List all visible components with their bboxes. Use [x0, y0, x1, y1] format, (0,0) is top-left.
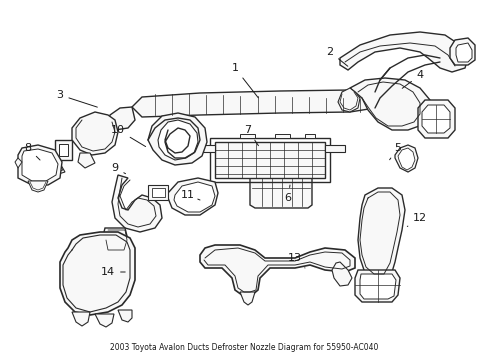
Polygon shape: [108, 107, 135, 130]
Polygon shape: [349, 78, 429, 130]
Circle shape: [78, 296, 86, 304]
Polygon shape: [240, 134, 254, 138]
Polygon shape: [394, 145, 417, 172]
Polygon shape: [258, 172, 280, 200]
Polygon shape: [72, 312, 90, 326]
Text: 13: 13: [287, 253, 305, 268]
Polygon shape: [397, 148, 414, 170]
Polygon shape: [60, 232, 135, 315]
Polygon shape: [18, 145, 62, 185]
Text: 2003 Toyota Avalon Ducts Defroster Nozzle Diagram for 55950-AC040: 2003 Toyota Avalon Ducts Defroster Nozzl…: [110, 343, 378, 352]
Polygon shape: [325, 145, 345, 152]
Polygon shape: [59, 144, 68, 156]
Text: 8: 8: [24, 143, 40, 160]
Polygon shape: [215, 142, 325, 178]
Polygon shape: [28, 181, 48, 192]
Circle shape: [216, 258, 224, 266]
Text: 12: 12: [407, 213, 426, 226]
Polygon shape: [132, 90, 379, 117]
Polygon shape: [274, 134, 289, 138]
Polygon shape: [280, 172, 305, 202]
Polygon shape: [95, 314, 114, 327]
Text: 6: 6: [284, 185, 291, 203]
Polygon shape: [55, 140, 72, 160]
Polygon shape: [22, 149, 58, 181]
Polygon shape: [261, 175, 276, 197]
Text: 14: 14: [101, 267, 125, 277]
Polygon shape: [359, 274, 395, 299]
Polygon shape: [148, 113, 206, 165]
Polygon shape: [339, 32, 467, 72]
Polygon shape: [148, 185, 168, 200]
Polygon shape: [52, 162, 63, 172]
Polygon shape: [283, 175, 302, 198]
Polygon shape: [449, 38, 474, 65]
Polygon shape: [240, 292, 254, 305]
Polygon shape: [158, 120, 198, 160]
Polygon shape: [200, 245, 354, 295]
Text: 11: 11: [181, 190, 200, 200]
Circle shape: [256, 258, 264, 266]
Circle shape: [78, 281, 86, 289]
Polygon shape: [337, 88, 359, 112]
Polygon shape: [417, 100, 454, 138]
Polygon shape: [195, 145, 215, 152]
Polygon shape: [112, 175, 162, 232]
Polygon shape: [102, 228, 128, 252]
Polygon shape: [357, 188, 404, 278]
Text: 1: 1: [231, 63, 258, 98]
Polygon shape: [78, 153, 95, 168]
Polygon shape: [15, 158, 22, 168]
Circle shape: [78, 266, 86, 274]
Polygon shape: [174, 182, 215, 212]
Polygon shape: [168, 178, 218, 215]
Text: 4: 4: [402, 70, 423, 88]
Circle shape: [236, 258, 244, 266]
Polygon shape: [48, 160, 65, 175]
Text: 5: 5: [389, 143, 401, 160]
Polygon shape: [455, 43, 471, 62]
Polygon shape: [421, 105, 449, 133]
Polygon shape: [331, 262, 351, 286]
Polygon shape: [354, 270, 399, 302]
Polygon shape: [118, 310, 132, 322]
Polygon shape: [72, 112, 118, 155]
Text: 7: 7: [244, 125, 258, 146]
Text: 2: 2: [326, 47, 347, 66]
Polygon shape: [249, 168, 311, 208]
Text: 3: 3: [57, 90, 97, 107]
Polygon shape: [152, 188, 164, 197]
Polygon shape: [305, 134, 314, 138]
Text: 9: 9: [111, 163, 125, 174]
Text: 10: 10: [111, 125, 145, 147]
